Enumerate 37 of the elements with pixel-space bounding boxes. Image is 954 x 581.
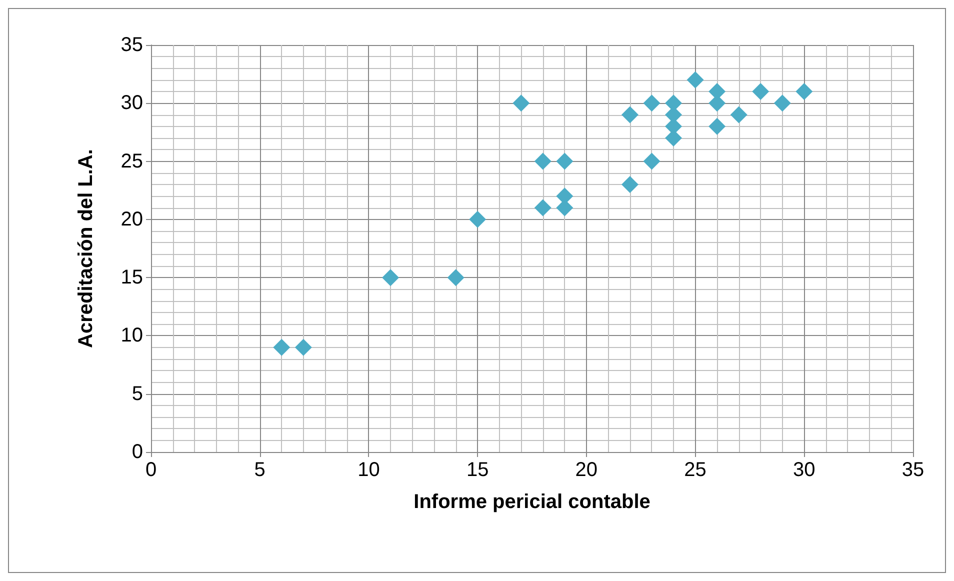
point xyxy=(621,176,638,194)
y-tick-label: 5 xyxy=(132,382,143,405)
point xyxy=(752,83,770,100)
point xyxy=(774,94,791,112)
y-tick-label: 0 xyxy=(132,441,143,463)
point xyxy=(469,210,486,228)
x-tick-label: 35 xyxy=(902,459,924,481)
x-tick-label: 5 xyxy=(254,459,266,481)
x-axis-title: Informe pericial contable xyxy=(414,491,650,513)
x-tick-label: 15 xyxy=(466,459,489,481)
point xyxy=(447,269,464,286)
point xyxy=(796,83,813,100)
point xyxy=(621,106,638,124)
y-tick-label: 15 xyxy=(120,266,143,289)
point xyxy=(686,71,704,88)
point xyxy=(730,106,748,124)
y-tick-label: 35 xyxy=(120,34,143,56)
x-tick-label: 30 xyxy=(793,459,816,481)
y-tick-label: 20 xyxy=(120,208,143,230)
point xyxy=(643,94,660,112)
point xyxy=(273,338,290,356)
point xyxy=(643,152,660,170)
y-tick-label: 30 xyxy=(120,92,143,114)
point xyxy=(512,94,530,112)
point xyxy=(534,199,552,216)
point xyxy=(708,118,726,135)
x-tick-label: 20 xyxy=(575,459,598,481)
x-tick-label: 10 xyxy=(358,459,380,481)
x-tick-label: 25 xyxy=(684,459,706,481)
point xyxy=(294,338,312,356)
y-tick-label: 10 xyxy=(120,324,143,347)
point xyxy=(556,152,574,170)
point xyxy=(534,152,552,170)
x-tick-label: 0 xyxy=(145,459,157,481)
point xyxy=(382,269,399,286)
y-axis-title: Acreditación del L.A. xyxy=(75,149,97,348)
y-tick-label: 25 xyxy=(120,150,143,172)
